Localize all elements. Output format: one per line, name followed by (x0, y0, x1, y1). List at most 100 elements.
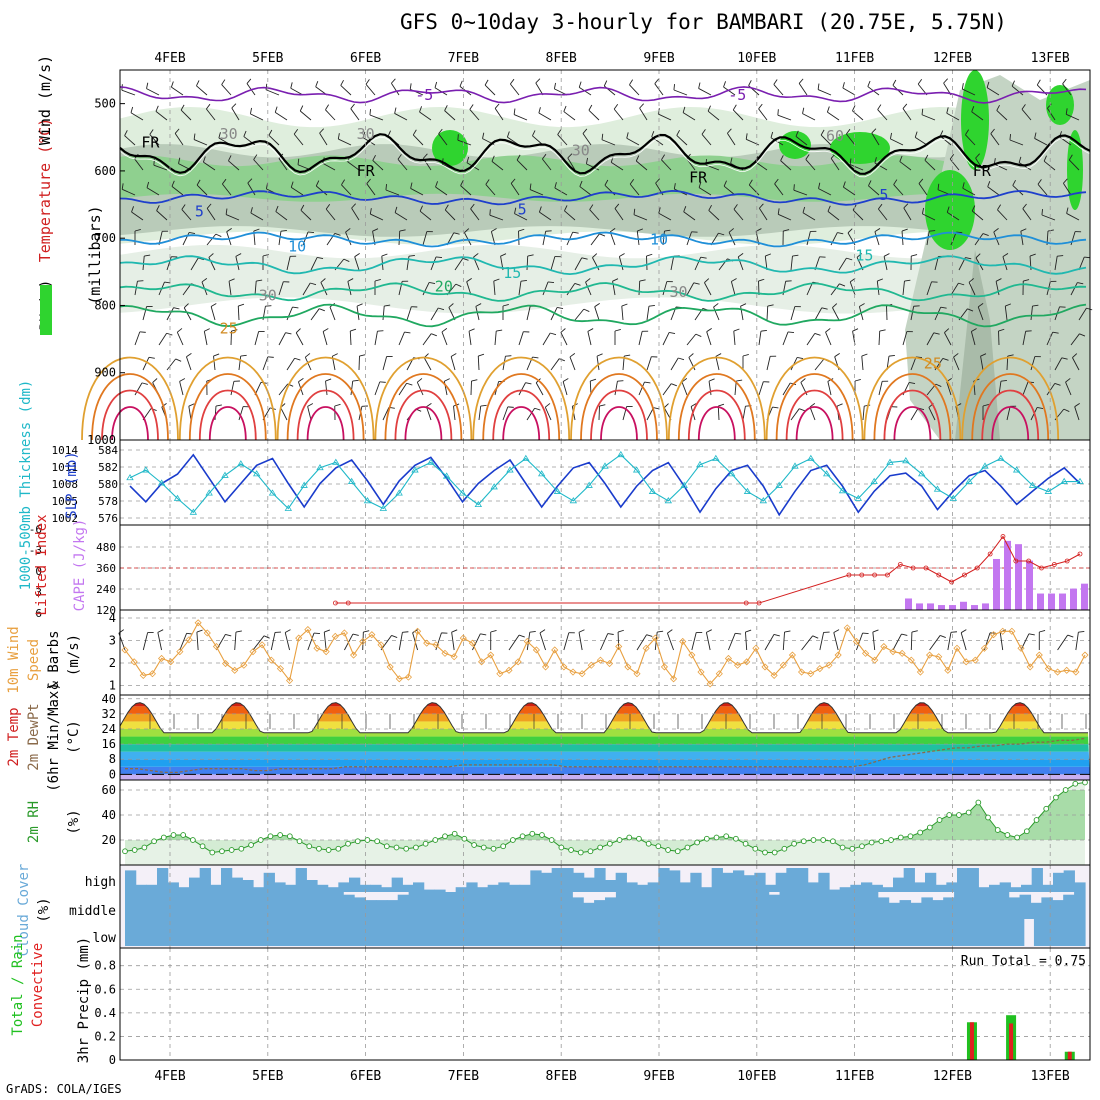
wind-barb (637, 228, 644, 232)
wind-barb (409, 83, 412, 90)
rh2m-point (442, 833, 448, 840)
cloud-cell-high (338, 882, 350, 892)
wind-barb (842, 82, 845, 89)
cloud-cell-middle (1030, 902, 1042, 919)
li-point (897, 562, 903, 567)
cloud-cell-low (227, 919, 238, 946)
contour-label: 20 (435, 278, 453, 296)
wind-barb (993, 228, 999, 233)
wind-speed-point (313, 644, 321, 652)
warm-contour (873, 373, 952, 441)
wind-barb (186, 356, 192, 371)
rh2m-point (539, 832, 545, 838)
thickness-point (300, 481, 308, 488)
wind-barb (526, 255, 529, 271)
cloud-cell-low (625, 919, 637, 946)
rh2m-point (849, 845, 856, 852)
cape-bar (905, 598, 912, 610)
wind-barb (155, 105, 159, 112)
precip-panel (119, 947, 1091, 1061)
thickness-point (284, 504, 293, 511)
wind-barb (550, 358, 560, 371)
wind-barb (268, 129, 273, 136)
rh2m-point (868, 839, 875, 846)
warm-contour (101, 389, 159, 441)
cloud-cell-low (298, 919, 310, 946)
wind-barb (621, 303, 628, 307)
rh2m-point (471, 842, 477, 848)
wind-barb (646, 306, 650, 321)
warm-contour (570, 356, 668, 441)
warm-contour (981, 389, 1040, 441)
wind-barb (653, 407, 660, 410)
wind-barb (1070, 282, 1078, 296)
wind-barb (435, 186, 448, 196)
wind-barb (664, 229, 671, 232)
pressure-tick: 1000 (87, 433, 116, 447)
cloud-cell-high (455, 887, 467, 892)
thickness-point (474, 500, 483, 508)
wind-speed-point (377, 641, 385, 649)
wind-barb (468, 328, 475, 332)
rh2m-point (771, 849, 778, 856)
wind-barb (149, 134, 160, 146)
cape-tick: 480 (96, 541, 116, 554)
wind-barb (996, 110, 1008, 121)
wind-barb (950, 231, 957, 246)
cloud-cell-middle (201, 892, 213, 919)
wind-speed-point (505, 666, 513, 674)
cloud-cell-high (893, 877, 905, 892)
temp-color-band (120, 706, 1090, 714)
wind-barb (582, 128, 588, 134)
wind-barb (228, 155, 232, 162)
li-point (1026, 558, 1032, 564)
date-label-top: 10FEB (737, 51, 776, 66)
cloud-cell-low (329, 919, 341, 946)
wind-barb (592, 253, 598, 258)
wind-barb (438, 128, 443, 135)
wind-speed-point (194, 619, 202, 627)
li-point (910, 565, 916, 571)
cloud-cell-low (125, 919, 136, 946)
li-point (1000, 534, 1006, 539)
cloud-cell-low (696, 919, 708, 946)
cloud-cell-low (972, 919, 984, 946)
precip-tick: 0.2 (94, 1029, 116, 1043)
wind-barb (188, 406, 192, 421)
wind-barb (708, 210, 720, 221)
rh2m-point (480, 844, 487, 851)
wind-barb (638, 280, 641, 296)
cloud-cell-middle (1074, 892, 1086, 919)
cape-bar (1004, 540, 1011, 610)
wind-barb (783, 229, 790, 232)
surface-wind-barb (745, 632, 748, 651)
surface-wind-barb (901, 633, 908, 636)
wind-barb (417, 378, 423, 383)
cloud-cell-middle (310, 892, 322, 919)
cloud-cell-high (423, 889, 435, 892)
wind-barb (820, 134, 832, 146)
wind-barb (663, 403, 669, 409)
wind-barb (926, 281, 932, 296)
cloud-cell-middle (866, 892, 879, 919)
cloud-cell-high (839, 887, 851, 892)
wind-barb (971, 328, 977, 332)
surface-wind-barb (307, 632, 315, 651)
thickness-point (981, 462, 989, 469)
wind-barb (527, 254, 534, 257)
warm-contour (394, 389, 453, 441)
wind-barb (155, 111, 168, 121)
wind-barb (477, 355, 480, 371)
cloud-cell-high (199, 868, 211, 892)
thickness-point (1044, 487, 1053, 494)
wind-barb (1007, 354, 1014, 357)
wind-barb (539, 211, 552, 221)
wind-barb (1005, 303, 1012, 307)
wind-barb (708, 204, 712, 211)
wind-barb (926, 332, 935, 346)
wind-barb (1070, 231, 1076, 246)
wind-barb (777, 109, 779, 116)
cloud-cell-high (957, 868, 969, 892)
cloud-cell-middle (463, 892, 475, 919)
cloud-cell-middle (277, 892, 290, 919)
